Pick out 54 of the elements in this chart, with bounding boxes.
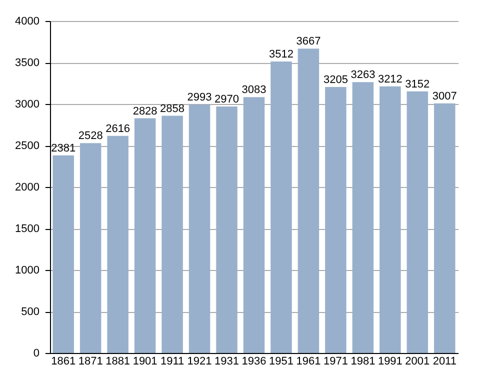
x-tick-label: 1991 [378, 356, 402, 368]
data-label: 3152 [405, 78, 430, 90]
x-tick-label: 2011 [432, 356, 456, 368]
data-label: 2616 [106, 122, 130, 135]
x-tick-label: 1901 [132, 356, 158, 368]
x-tick-label: 1861 [51, 356, 76, 368]
bar [52, 155, 74, 353]
y-tick-label: 1500 [15, 223, 40, 235]
bar [434, 103, 456, 353]
x-tick-label: 1961 [296, 356, 321, 368]
y-tick-label: 3000 [15, 98, 40, 110]
x-tick-label: 1971 [323, 356, 348, 368]
bar [380, 86, 401, 353]
bar [352, 82, 374, 353]
bar [298, 48, 320, 353]
bar [406, 91, 428, 353]
x-tick-label: 2001 [405, 356, 430, 368]
bar [243, 97, 265, 353]
data-label: 3512 [268, 48, 294, 61]
data-label: 2828 [132, 105, 158, 118]
x-tick-label: 1921 [187, 356, 212, 368]
x-tick-label: 1936 [242, 356, 266, 368]
data-label: 2381 [51, 142, 76, 154]
y-tick-label: 4000 [15, 16, 40, 28]
y-tick-label: 1000 [15, 264, 40, 276]
x-tick-label: 1981 [350, 356, 376, 368]
data-label: 2993 [187, 92, 212, 104]
x-tick-label: 1931 [214, 356, 240, 368]
x-tick-label: 1911 [160, 356, 184, 368]
data-label: 3083 [242, 84, 266, 96]
bar [216, 106, 238, 353]
y-tick-label: 500 [21, 306, 40, 318]
data-label: 3205 [323, 74, 348, 86]
y-tick-label: 0 [33, 348, 40, 360]
data-label: 2858 [160, 102, 185, 115]
data-label: 3263 [350, 69, 376, 82]
data-label: 2970 [214, 93, 240, 106]
bar [270, 62, 292, 353]
x-tick-label: 1951 [268, 356, 294, 368]
data-label: 3667 [296, 36, 321, 48]
data-label: 3007 [432, 90, 457, 102]
bar [162, 116, 183, 353]
x-tick-label: 1881 [106, 356, 130, 368]
x-tick-label: 1871 [78, 356, 103, 368]
y-tick-label: 2500 [15, 140, 40, 152]
data-label: 3212 [378, 73, 402, 86]
y-tick-label: 2000 [15, 182, 40, 194]
bar [325, 86, 346, 353]
y-tick-label: 3500 [15, 57, 40, 69]
bar [80, 143, 102, 353]
bar [134, 118, 156, 353]
bar [107, 136, 128, 353]
data-label: 2528 [78, 130, 103, 142]
bar [188, 104, 210, 353]
